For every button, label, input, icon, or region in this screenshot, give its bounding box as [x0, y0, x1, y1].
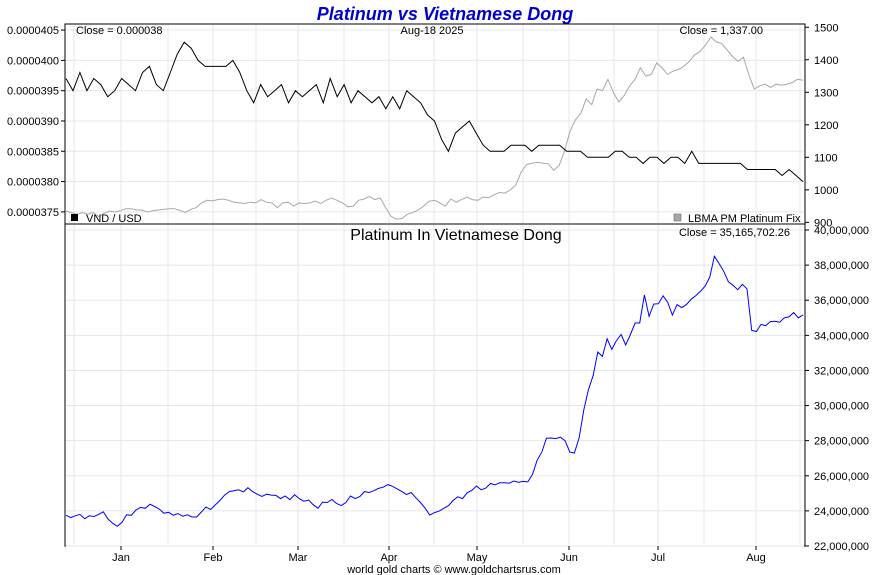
bottom-right-tick-label: 38,000,000	[814, 260, 869, 272]
x-tick-label: Jun	[560, 552, 578, 564]
x-tick-label: Jan	[112, 552, 130, 564]
x-axis: Jan Feb Mar Apr May Jun Jul Aug	[112, 546, 766, 564]
top-left-tick-label: 0.0000395	[7, 86, 59, 98]
top-right-tick-label: 900	[814, 217, 832, 229]
x-tick-label: Aug	[746, 552, 766, 564]
x-tick-label: Mar	[289, 552, 308, 564]
chart-title: Platinum vs Vietnamese Dong	[317, 4, 573, 24]
top-right-tick-label: 1200	[814, 120, 838, 132]
legend-swatch-vnd	[71, 214, 78, 221]
x-tick-label: Apr	[380, 552, 397, 564]
close-right-label: Close = 1,337.00	[680, 25, 763, 37]
top-right-tick-label: 1100	[814, 152, 838, 164]
close-left-label: Close = 0.000038	[76, 25, 163, 37]
bottom-close-label: Close = 35,165,702.26	[679, 227, 790, 239]
legend-label-platinum: LBMA PM Platinum Fix	[688, 213, 801, 225]
legend-swatch-platinum	[673, 213, 682, 222]
platinum-fix-line	[65, 36, 804, 220]
bottom-right-tick-label: 34,000,000	[814, 330, 869, 342]
x-tick-label: Feb	[204, 552, 223, 564]
top-left-tick-label: 0.0000385	[7, 146, 59, 158]
platinum-vnd-line	[65, 255, 804, 527]
bottom-right-axis: 22,000,000 24,000,000 26,000,000 28,000,000…	[805, 225, 869, 553]
top-right-axis: 900 1000 1100 1200 1300 1400 1500	[805, 22, 838, 229]
bottom-right-tick-label: 40,000,000	[814, 225, 869, 237]
top-left-axis: 0.0000375 0.0000380 0.0000385 0.0000390 0.00…	[7, 25, 65, 219]
bottom-right-tick-label: 24,000,000	[814, 506, 869, 518]
top-left-tick-label: 0.0000390	[7, 116, 59, 128]
bottom-right-tick-label: 26,000,000	[814, 471, 869, 483]
top-right-tick-label: 1400	[814, 55, 838, 67]
bottom-right-tick-label: 30,000,000	[814, 401, 869, 413]
x-tick-label: Jul	[651, 552, 665, 564]
bottom-right-tick-label: 32,000,000	[814, 365, 869, 377]
footer-credit: world gold charts © www.goldchartsrus.co…	[346, 564, 561, 575]
x-tick-label: May	[467, 552, 488, 564]
bottom-right-tick-label: 36,000,000	[814, 295, 869, 307]
legend-label-vnd: VND / USD	[86, 213, 142, 225]
date-label: Aug-18 2025	[401, 25, 464, 37]
top-right-tick-label: 1500	[814, 22, 838, 34]
top-right-tick-label: 1300	[814, 87, 838, 99]
bottom-panel-frame	[64, 223, 806, 547]
top-panel-grid	[66, 25, 804, 223]
vnd-usd-line	[65, 41, 804, 182]
top-panel-frame	[64, 23, 806, 225]
bottom-panel-grid	[66, 225, 804, 547]
bottom-right-tick-label: 28,000,000	[814, 436, 869, 448]
top-right-tick-label: 1000	[814, 185, 838, 197]
bottom-panel-title: Platinum In Vietnamese Dong	[350, 227, 561, 244]
top-left-tick-label: 0.0000400	[7, 55, 59, 67]
top-left-tick-label: 0.0000375	[7, 207, 59, 219]
top-left-tick-label: 0.0000405	[7, 25, 59, 37]
top-left-tick-label: 0.0000380	[7, 177, 59, 189]
bottom-right-tick-label: 22,000,000	[814, 541, 869, 553]
bottom-panel: 22,000,000 24,000,000 26,000,000 28,000,000…	[64, 223, 869, 564]
top-panel: 0.0000375 0.0000380 0.0000385 0.0000390 0.00…	[7, 22, 838, 229]
